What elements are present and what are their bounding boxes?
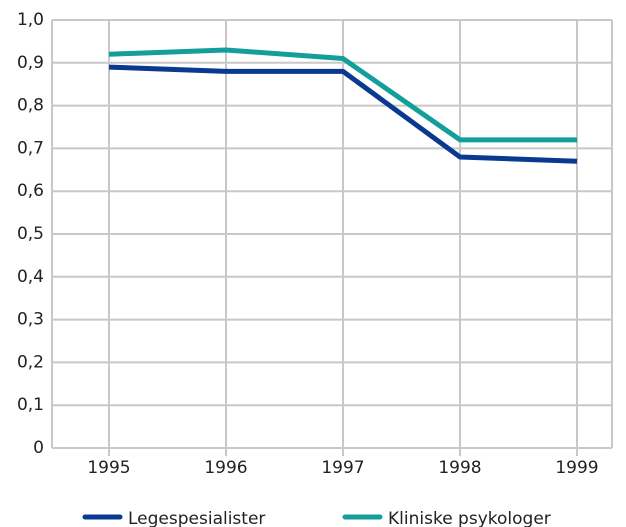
y-tick-label: 0,9 [17,53,44,73]
x-tick-label: 1999 [555,458,598,478]
y-tick-label: 0,4 [17,267,44,287]
x-tick-label: 1998 [438,458,481,478]
y-tick-label: 0,1 [17,395,44,415]
y-tick-label: 0,3 [17,310,44,330]
x-tick-label: 1996 [204,458,247,478]
x-tick-label: 1997 [321,458,364,478]
line-series [108,47,577,143]
y-tick-label: 0,7 [17,138,44,158]
legend-label: Kliniske psykologer [388,509,551,527]
y-tick-label: 0,8 [17,96,44,116]
y-tick-label: 0,5 [17,224,44,244]
legend-label: Legespesialister [128,509,265,527]
y-tick-label: 0 [33,438,44,458]
y-tick-label: 0,6 [17,181,44,201]
y-tick-label: 1,0 [17,10,44,30]
x-tick-label: 1995 [87,458,130,478]
y-tick-label: 0,2 [17,352,44,372]
line-series [108,64,578,164]
